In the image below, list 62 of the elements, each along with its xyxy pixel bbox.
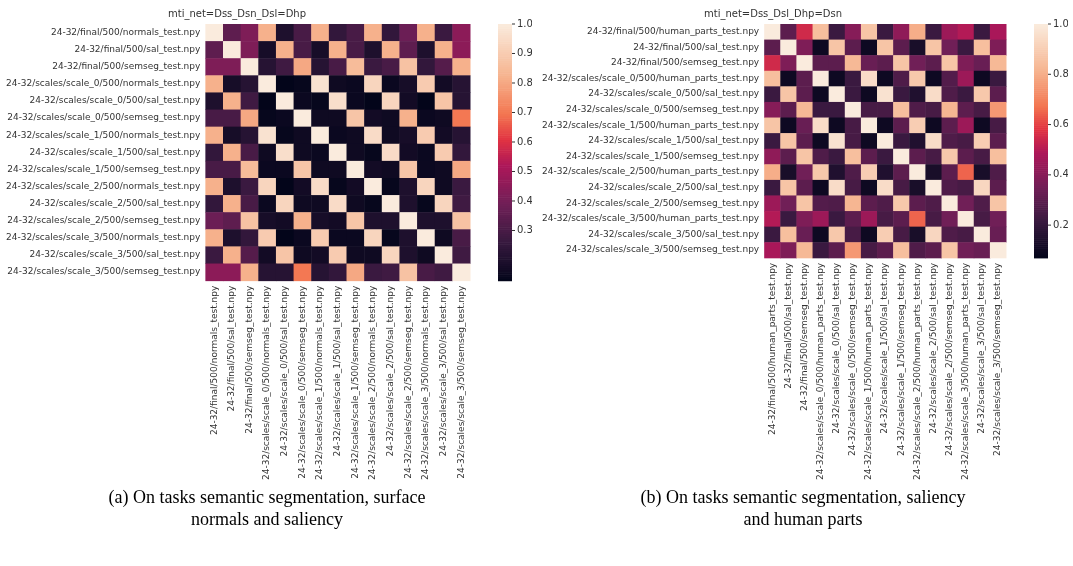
x-tick-label: 24-32/scales/scale_1/500/semseg_test.npy <box>895 262 906 456</box>
x-tick-label: 24-32/scales/scale_1/500/sal_test.npy <box>879 262 890 434</box>
y-tick-label: 24-32/scales/scale_0/500/human_parts_test.npy <box>541 72 760 83</box>
x-tick-label: 24-32/scales/scale_3/500/normals_test.npy <box>420 284 431 481</box>
x-tick-label: 24-32/scales/scale_1/500/sal_test.npy <box>332 284 343 457</box>
x-tick-label: 24-32/scales/scale_3/500/sal_test.npy <box>437 284 448 457</box>
color-bar-label: 0.9 <box>517 47 533 59</box>
y-tick-label: 24-32/scales/scale_1/500/human_parts_test.npy <box>541 119 760 130</box>
y-tick-label: 24-32/scales/scale_3/500/sal_test.npy <box>588 228 760 239</box>
y-tick-label: 24-32/scales/scale_0/500/semseg_test.npy <box>566 104 760 115</box>
x-tick-label: 24-32/scales/scale_3/500/sal_test.npy <box>976 262 987 434</box>
x-tick-label: 24-32/scales/scale_1/500/normals_test.npy <box>314 284 325 481</box>
x-tick-label: 24-32/scales/scale_2/500/semseg_test.npy <box>943 262 954 456</box>
y-tick-label: 24-32/scales/scale_0/500/normals_test.npy <box>5 78 202 89</box>
x-tick-label: 24-32/scales/scale_2/500/normals_test.npy <box>367 284 378 481</box>
y-tick-label: 24-32/scales/scale_0/500/sal_test.npy <box>588 88 760 99</box>
x-tick-label: 24-32/scales/scale_2/500/sal_test.npy <box>384 284 395 457</box>
y-tick-label: 24-32/final/500/semseg_test.npy <box>611 57 760 68</box>
y-tick-label: 24-32/scales/scale_1/500/sal_test.npy <box>29 146 202 157</box>
y-tick-label: 24-32/final/500/semseg_test.npy <box>52 61 202 72</box>
color-bar-label: 0.2 <box>1053 218 1069 230</box>
x-tick-label: 24-32/scales/scale_2/500/human_parts_test.npy <box>911 262 922 481</box>
y-tick-label: 24-32/final/500/human_parts_test.npy <box>586 26 760 37</box>
y-tick-label: 24-32/scales/scale_1/500/normals_test.npy <box>5 129 202 140</box>
color-bar-label: 1.0 <box>517 17 533 29</box>
color-bar-label: 0.8 <box>1053 67 1069 79</box>
y-tick-label: 24-32/scales/scale_2/500/sal_test.npy <box>29 197 202 208</box>
chart-title: mti_net=Dss_Dsl_Dhp=Dsn <box>703 7 843 20</box>
x-tick-label: 24-32/scales/scale_2/500/sal_test.npy <box>927 262 938 434</box>
x-tick-label: 24-32/scales/scale_3/500/semseg_test.npy <box>992 262 1003 456</box>
color-bar-label: 1.0 <box>1053 17 1069 29</box>
color-bar-label: 0.6 <box>1053 118 1069 130</box>
x-tick-label: 24-32/scales/scale_1/500/semseg_test.npy <box>349 284 360 479</box>
color-bar-label: 0.4 <box>1053 168 1069 180</box>
color-bar-label: 0.6 <box>517 135 533 147</box>
y-tick-label: 24-32/scales/scale_3/500/semseg_test.npy <box>566 244 760 255</box>
y-tick-label: 24-32/final/500/sal_test.npy <box>633 41 760 52</box>
color-bar-label: 0.3 <box>517 224 533 236</box>
y-tick-label: 24-32/scales/scale_3/500/normals_test.npy <box>5 232 202 243</box>
color-bar-label: 0.5 <box>517 165 533 177</box>
text: (b) On tasks semantic segmentation, saliency and human parts <box>639 486 967 530</box>
y-tick-label: 24-32/scales/scale_1/500/sal_test.npy <box>588 135 760 146</box>
y-tick-label: 24-32/scales/scale_0/500/semseg_test.npy <box>7 112 202 123</box>
y-tick-label: 24-32/scales/scale_1/500/semseg_test.npy <box>566 150 760 161</box>
y-tick-label: 24-32/scales/scale_2/500/normals_test.npy <box>5 180 202 191</box>
y-tick-label: 24-32/final/500/normals_test.npy <box>50 26 202 37</box>
y-tick-label: 24-32/final/500/sal_test.npy <box>74 44 202 55</box>
color-bar-label: 0.8 <box>517 76 533 88</box>
y-tick-label: 24-32/scales/scale_2/500/sal_test.npy <box>588 182 760 193</box>
y-tick-label: 24-32/scales/scale_0/500/sal_test.npy <box>29 95 202 106</box>
y-tick-label: 24-32/scales/scale_2/500/semseg_test.npy <box>7 215 202 226</box>
y-tick-label: 24-32/scales/scale_2/500/semseg_test.npy <box>566 197 760 208</box>
x-tick-label: 24-32/scales/scale_2/500/semseg_test.npy <box>402 284 413 479</box>
x-tick-label: 24-32/scales/scale_3/500/human_parts_test.npy <box>960 262 971 481</box>
color-bar-label: 0.7 <box>517 106 533 118</box>
y-tick-label: 24-32/scales/scale_2/500/human_parts_test.npy <box>541 166 760 177</box>
chart-title: mti_net=Dss_Dsn_Dsl=Dhp <box>167 7 307 20</box>
text: (a) On tasks semantic segmentation, surface normals and saliency <box>107 486 427 530</box>
y-tick-label: 24-32/scales/scale_3/500/sal_test.npy <box>29 249 202 260</box>
y-tick-label: 24-32/scales/scale_3/500/human_parts_test.npy <box>541 213 760 224</box>
y-tick-label: 24-32/scales/scale_1/500/semseg_test.npy <box>7 163 202 174</box>
color-bar-label: 0.4 <box>517 194 533 206</box>
